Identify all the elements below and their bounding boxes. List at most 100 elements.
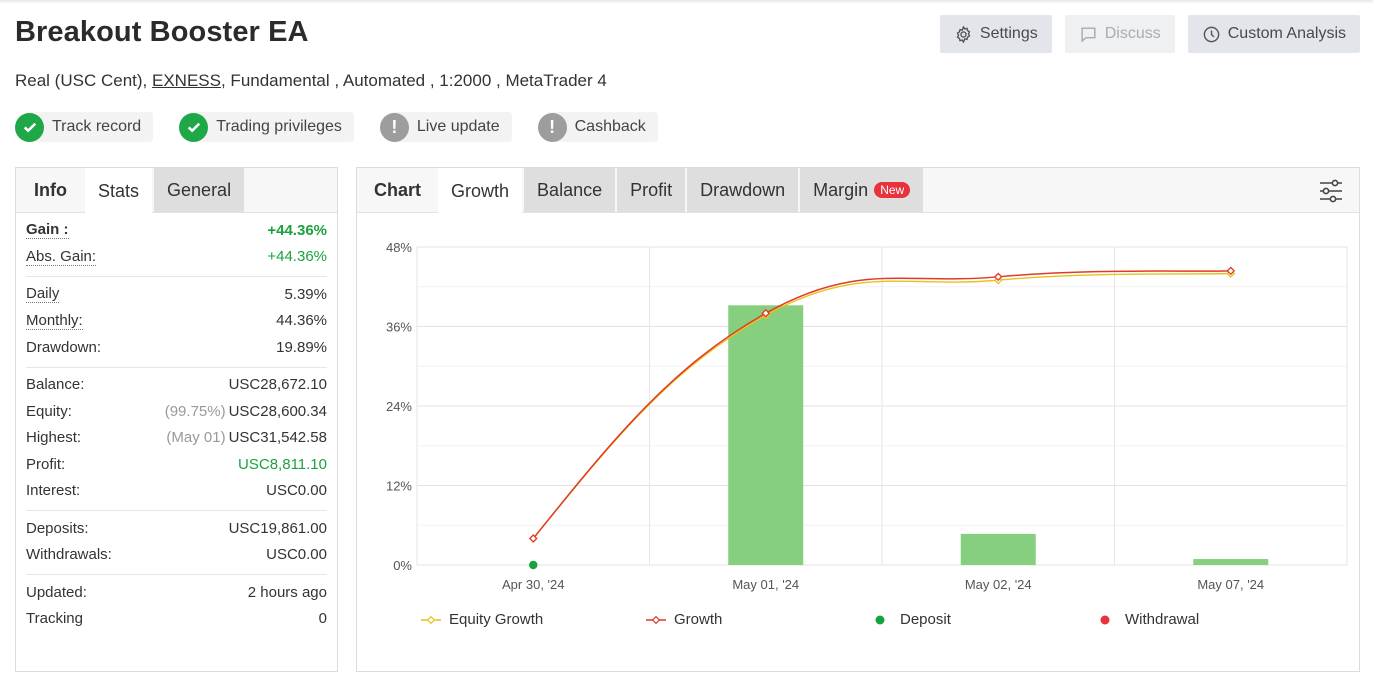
y-tick-label: 24% [386,399,412,414]
settings-label: Settings [979,25,1038,42]
badge-label: Trading privileges [216,118,342,135]
bar[interactable] [1193,559,1269,565]
account-subline: Real (USC Cent), EXNESS, Fundamental , A… [15,71,607,91]
tab-margin-label: Margin [813,179,869,200]
chart-lines [528,266,1236,570]
bar[interactable] [960,533,1036,565]
badge-label: Live update [416,118,500,135]
series-point[interactable] [1226,266,1236,276]
badge-label: Track record [52,118,142,135]
stat-label: Profit: [26,455,66,473]
stat-label[interactable]: Abs. Gain: [26,247,97,266]
bar[interactable] [728,305,804,565]
tab-stats[interactable]: Stats [85,168,153,214]
tab-margin[interactable]: Margin New [800,168,924,212]
stat-label: Balance: [26,376,85,394]
stat-label: Drawdown: [26,338,102,356]
rate-group: Daily 5.39% Monthly: 44.36% Drawdown: 19… [26,277,327,368]
account-type: Real (USC Cent), [15,71,148,90]
page-title: Breakout Booster EA [15,16,309,48]
stat-value: +44.36% [267,221,327,239]
legend-item[interactable]: Equity Growth [420,611,543,628]
top-shadow [0,0,1373,4]
tab-general[interactable]: General [154,168,245,212]
stat-row-balance: Balance: USC28,672.10 [26,372,327,399]
broker-link[interactable]: EXNESS [152,71,221,90]
badge-trading-privileges: Trading privileges [179,112,354,142]
clock-icon [1203,26,1220,42]
badge-live-update[interactable]: ! Live update [379,112,512,142]
account-group: Balance: USC28,672.10 Equity: (99.75%) US… [26,368,327,511]
equity-amount: USC28,600.34 [228,402,327,420]
x-axis-ticks: Apr 30, '24 May 01, '24 May 02, '24 May 07,… [502,577,1264,592]
settings-button[interactable]: Settings [939,15,1052,53]
custom-analysis-button[interactable]: Custom Analysis [1187,15,1360,53]
stat-label: Interest: [26,482,81,500]
verification-badges: Track record Trading privileges ! Live u… [15,112,658,142]
stat-label: Tracking [26,610,83,628]
check-icon [179,112,209,142]
chart-tabs: Chart Growth Balance Profit Drawdown Mar… [357,168,1359,214]
stat-label[interactable]: Daily [26,285,60,304]
badge-track-record: Track record [15,112,154,142]
stat-value: USC8,811.10 [238,455,327,473]
x-tick-label: May 01, '24 [732,577,799,592]
legend-label: Equity Growth [449,611,544,628]
stat-row-drawdown: Drawdown: 19.89% [26,334,327,361]
legend-marker [1100,615,1110,624]
stat-row-updated: Updated: 2 hours ago [26,579,327,606]
stat-row-equity: Equity: (99.75%) USC28,600.34 [26,398,327,425]
tab-drawdown[interactable]: Drawdown [687,168,799,212]
series-point[interactable] [993,272,1003,282]
chart-legend: Equity Growth Growth Deposit Withdrawal [357,609,1359,633]
sliders-icon[interactable] [1318,178,1344,204]
stat-label: Updated: [26,583,87,601]
discuss-button[interactable]: Discuss [1064,15,1175,53]
legend-marker [646,615,666,624]
tab-growth[interactable]: Growth [438,168,523,214]
gear-icon [956,24,971,44]
stat-value: USC0.00 [266,482,327,500]
series-point[interactable] [528,534,538,543]
new-badge: New [874,182,911,198]
legend-marker [421,615,441,624]
stat-value: +44.36% [267,248,327,266]
stat-row-interest: Interest: USC0.00 [26,478,327,505]
exclamation-icon: ! [379,112,409,142]
meta-group: Updated: 2 hours ago Tracking 0 [26,575,327,638]
stats-panel: Info Stats General Gain : +44.36% Abs. G… [15,167,338,672]
stat-label: Highest: [26,429,82,447]
growth-chart[interactable]: 0% 12% 24% 36% 48% Apr 30, '24 May 01, '24 May… [357,214,1359,609]
tab-info: Info [34,179,67,200]
deposit-point[interactable] [529,560,538,570]
stat-row-deposits: Deposits: USC19,861.00 [26,515,327,542]
legend-item[interactable]: Withdrawal [1100,611,1199,628]
y-tick-label: 0% [393,558,412,573]
chart-grid [416,246,1348,566]
legend-item[interactable]: Deposit [875,611,951,628]
stat-label[interactable]: Gain : [26,221,69,240]
y-tick-label: 48% [386,240,412,255]
tab-balance[interactable]: Balance [524,168,616,212]
stat-value: 0 [318,610,327,628]
legend-label: Deposit [900,611,951,628]
chart-panel: Chart Growth Balance Profit Drawdown Mar… [356,167,1360,672]
stat-label[interactable]: Monthly: [26,311,83,330]
series-point[interactable] [761,308,771,318]
highest-amount: USC31,542.58 [228,429,327,447]
top-buttons: Settings Discuss Custom Analysis [939,15,1360,53]
stat-label: Deposits: [26,519,89,537]
gain-group: Gain : +44.36% Abs. Gain: +44.36% [26,213,327,277]
stat-value: 19.89% [276,338,327,356]
stat-label: Equity: [26,402,72,420]
highest-date: (May 01) [166,429,226,447]
stat-value: (May 01) USC31,542.58 [166,429,327,446]
tab-profit[interactable]: Profit [617,168,686,212]
badge-cashback[interactable]: ! Cashback [537,112,658,142]
series-line[interactable] [532,270,1231,539]
x-tick-label: May 07, '24 [1197,577,1264,592]
legend-item[interactable]: Growth [645,611,722,628]
legend-label: Withdrawal [1125,611,1200,628]
stat-row-abs-gain: Abs. Gain: +44.36% [26,244,327,271]
stat-row-profit: Profit: USC8,811.10 [26,451,327,478]
